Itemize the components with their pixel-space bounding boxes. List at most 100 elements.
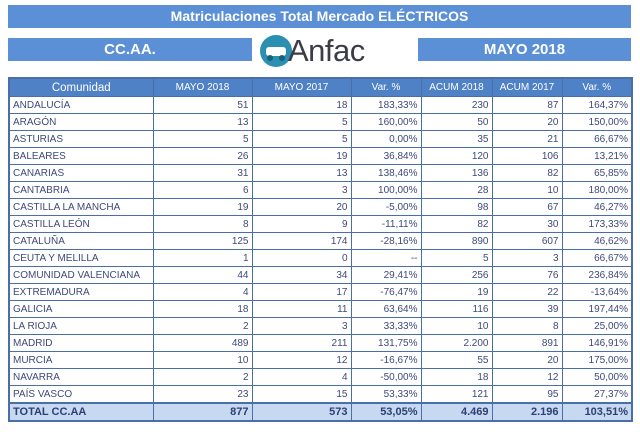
region-name: CANARIAS <box>8 164 154 182</box>
column-header: MAYO 2018 <box>152 77 253 97</box>
cell-value: 2 <box>152 317 253 335</box>
table-row: COMUNIDAD VALENCIANA 44 34 29,41% 256 76 236,8… <box>8 266 633 284</box>
region-name: CASTILLA LEÓN <box>8 215 154 233</box>
table-row: ARAGÓN 13 5 160,00% 50 20 150,00% <box>8 113 633 131</box>
cell-value: 29,41% <box>350 266 422 284</box>
cell-value: 256 <box>420 266 493 284</box>
cell-value: 87 <box>491 96 563 114</box>
cell-value: 19 <box>420 283 493 301</box>
cell-value: -5,00% <box>350 198 422 216</box>
cell-value: 2.200 <box>420 334 493 352</box>
total-value: 573 <box>251 402 352 422</box>
cell-value: 35 <box>420 130 493 148</box>
cell-value: 67 <box>491 198 563 216</box>
cell-value: 106 <box>491 147 563 165</box>
cell-value: 51 <box>152 96 253 114</box>
cell-value: 5 <box>152 130 253 148</box>
table-row: MURCIA 10 12 -16,67% 55 20 175,00% <box>8 351 633 369</box>
cell-value: 11 <box>251 300 352 318</box>
cell-value: 50 <box>420 113 493 131</box>
region-name: CATALUÑA <box>8 232 154 250</box>
cell-value: 183,33% <box>350 96 422 114</box>
cell-value: 890 <box>420 232 493 250</box>
region-label: CC.AA. <box>8 38 252 61</box>
cell-value: 10 <box>152 351 253 369</box>
cell-value: 27,37% <box>561 385 633 404</box>
cell-value: 55 <box>420 351 493 369</box>
cell-value: 175,00% <box>561 351 633 369</box>
cell-value: 20 <box>491 351 563 369</box>
cell-value: 3 <box>251 181 352 199</box>
cell-value: 19 <box>251 147 352 165</box>
cell-value: 66,67% <box>561 130 633 148</box>
cell-value: 82 <box>420 215 493 233</box>
cell-value: 8 <box>491 317 563 335</box>
cell-value: -16,67% <box>350 351 422 369</box>
cell-value: 50,00% <box>561 368 633 386</box>
cell-value: 20 <box>491 113 563 131</box>
total-value: 2.196 <box>491 402 563 422</box>
cell-value: 0 <box>251 249 352 267</box>
cell-value: 65,85% <box>561 164 633 182</box>
column-header: Comunidad <box>8 77 154 97</box>
region-name: LA RIOJA <box>8 317 154 335</box>
cell-value: 13 <box>251 164 352 182</box>
cell-value: 44 <box>152 266 253 284</box>
cell-value: 46,62% <box>561 232 633 250</box>
cell-value: 489 <box>152 334 253 352</box>
cell-value: 2 <box>152 368 253 386</box>
region-name: EXTREMADURA <box>8 283 154 301</box>
cell-value: 33,33% <box>350 317 422 335</box>
cell-value: 18 <box>152 300 253 318</box>
cell-value: 5 <box>251 130 352 148</box>
cell-value: -- <box>350 249 422 267</box>
cell-value: 22 <box>491 283 563 301</box>
table-row: EXTREMADURA 4 17 -76,47% 19 22 -13,64% <box>8 283 633 301</box>
cell-value: 19 <box>152 198 253 216</box>
cell-value: 230 <box>420 96 493 114</box>
cell-value: 121 <box>420 385 493 404</box>
region-name: GALICIA <box>8 300 154 318</box>
column-header: Var. % <box>561 77 633 97</box>
region-name: ARAGÓN <box>8 113 154 131</box>
table-row: CASTILLA LEÓN 8 9 -11,11% 82 30 173,33% <box>8 215 633 233</box>
period-label: MAYO 2018 <box>418 38 631 61</box>
cell-value: 18 <box>420 368 493 386</box>
table-row: NAVARRA 2 4 -50,00% 18 12 50,00% <box>8 368 633 386</box>
total-label: TOTAL CC.AA <box>8 402 154 422</box>
cell-value: 31 <box>152 164 253 182</box>
cell-value: 66,67% <box>561 249 633 267</box>
cell-value: 76 <box>491 266 563 284</box>
cell-value: 6 <box>152 181 253 199</box>
cell-value: 10 <box>491 181 563 199</box>
cell-value: 236,84% <box>561 266 633 284</box>
cell-value: 173,33% <box>561 215 633 233</box>
table-row: GALICIA 18 11 63,64% 116 39 197,44% <box>8 300 633 318</box>
cell-value: 138,46% <box>350 164 422 182</box>
cell-value: 26 <box>152 147 253 165</box>
cell-value: -50,00% <box>350 368 422 386</box>
cell-value: 164,37% <box>561 96 633 114</box>
cell-value: -11,11% <box>350 215 422 233</box>
table-row: ASTURIAS 5 5 0,00% 35 21 66,67% <box>8 130 633 148</box>
cell-value: 98 <box>420 198 493 216</box>
cell-value: 607 <box>491 232 563 250</box>
cell-value: 17 <box>251 283 352 301</box>
cell-value: 39 <box>491 300 563 318</box>
registrations-table: Comunidad MAYO 2018 MAYO 2017 Var. % ACUM 20… <box>8 77 633 422</box>
table-row: MADRID 489 211 131,75% 2.200 891 146,91% <box>8 334 633 352</box>
cell-value: 82 <box>491 164 563 182</box>
cell-value: -13,64% <box>561 283 633 301</box>
cell-value: 4 <box>251 368 352 386</box>
total-value: 877 <box>152 402 253 422</box>
cell-value: 4 <box>152 283 253 301</box>
cell-value: 46,27% <box>561 198 633 216</box>
cell-value: 116 <box>420 300 493 318</box>
table-row: CEUTA Y MELILLA 1 0 -- 5 3 66,67% <box>8 249 633 267</box>
cell-value: 197,44% <box>561 300 633 318</box>
region-name: CANTABRIA <box>8 181 154 199</box>
cell-value: 13,21% <box>561 147 633 165</box>
region-name: MURCIA <box>8 351 154 369</box>
cell-value: 28 <box>420 181 493 199</box>
table-row: LA RIOJA 2 3 33,33% 10 8 25,00% <box>8 317 633 335</box>
